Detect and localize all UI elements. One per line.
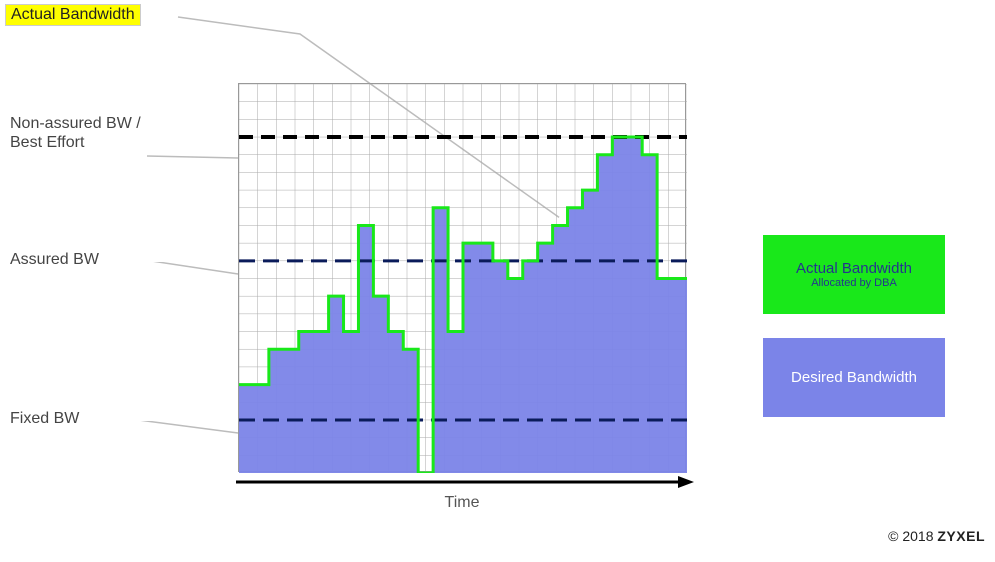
y-label-non-assured: Non-assured BW / Best Effort bbox=[10, 114, 141, 152]
bandwidth-chart bbox=[238, 83, 686, 472]
actual-bandwidth-tag-text: Actual Bandwidth bbox=[11, 6, 135, 23]
legend-actual-bandwidth: Actual Bandwidth Allocated by DBA bbox=[763, 235, 945, 314]
y-label-fixed: Fixed BW bbox=[10, 409, 79, 428]
y-label-assured: Assured BW bbox=[10, 250, 99, 269]
legend: Actual Bandwidth Allocated by DBA Desire… bbox=[763, 235, 945, 441]
x-axis-arrow bbox=[232, 475, 694, 489]
legend-actual-subtitle: Allocated by DBA bbox=[811, 277, 897, 289]
x-axis-label: Time bbox=[238, 494, 686, 512]
copyright: © 2018 ZYXEL bbox=[888, 528, 985, 544]
legend-actual-title: Actual Bandwidth bbox=[796, 260, 912, 277]
legend-desired-title: Desired Bandwidth bbox=[791, 369, 917, 386]
actual-bandwidth-tag: Actual Bandwidth bbox=[5, 4, 141, 26]
chart-svg bbox=[239, 84, 687, 473]
legend-desired-bandwidth: Desired Bandwidth bbox=[763, 338, 945, 417]
